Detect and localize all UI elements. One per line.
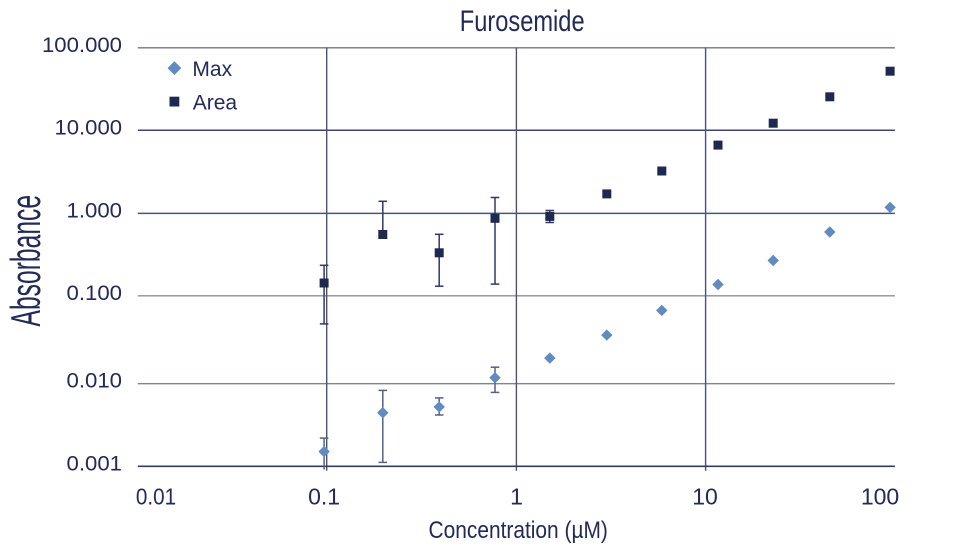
svg-text:10: 10 xyxy=(692,483,718,509)
svg-text:Furosemide: Furosemide xyxy=(460,5,585,38)
svg-text:Concentration (µM): Concentration (µM) xyxy=(429,517,608,544)
svg-text:100.000: 100.000 xyxy=(42,34,122,57)
svg-text:0.001: 0.001 xyxy=(67,452,123,475)
svg-text:0.010: 0.010 xyxy=(67,370,123,393)
svg-text:0.01: 0.01 xyxy=(136,483,176,509)
svg-text:Max: Max xyxy=(192,58,232,81)
svg-text:1: 1 xyxy=(510,483,523,509)
svg-text:1.000: 1.000 xyxy=(67,199,123,222)
svg-text:0.100: 0.100 xyxy=(67,282,123,305)
svg-text:0.1: 0.1 xyxy=(308,483,340,509)
svg-text:100: 100 xyxy=(861,483,899,509)
svg-text:Area: Area xyxy=(193,91,238,114)
svg-text:Absorbance: Absorbance xyxy=(2,195,49,327)
svg-text:10.000: 10.000 xyxy=(55,116,123,139)
